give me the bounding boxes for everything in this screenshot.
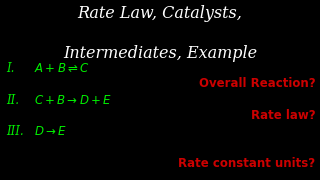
Text: Intermediates, Example: Intermediates, Example bbox=[63, 45, 257, 62]
Text: $C + B \rightarrow D + E$: $C + B \rightarrow D + E$ bbox=[34, 94, 112, 107]
Text: $A + B \rightleftharpoons C$: $A + B \rightleftharpoons C$ bbox=[34, 62, 89, 75]
Text: Rate constant units?: Rate constant units? bbox=[178, 157, 315, 170]
Text: III.: III. bbox=[6, 125, 28, 138]
Text: II.: II. bbox=[6, 94, 27, 107]
Text: I.: I. bbox=[6, 62, 22, 75]
Text: $D \rightarrow E$: $D \rightarrow E$ bbox=[34, 125, 67, 138]
Text: Overall Reaction?: Overall Reaction? bbox=[199, 77, 315, 90]
Text: Rate Law, Catalysts,: Rate Law, Catalysts, bbox=[77, 5, 243, 22]
Text: Rate law?: Rate law? bbox=[251, 109, 315, 122]
